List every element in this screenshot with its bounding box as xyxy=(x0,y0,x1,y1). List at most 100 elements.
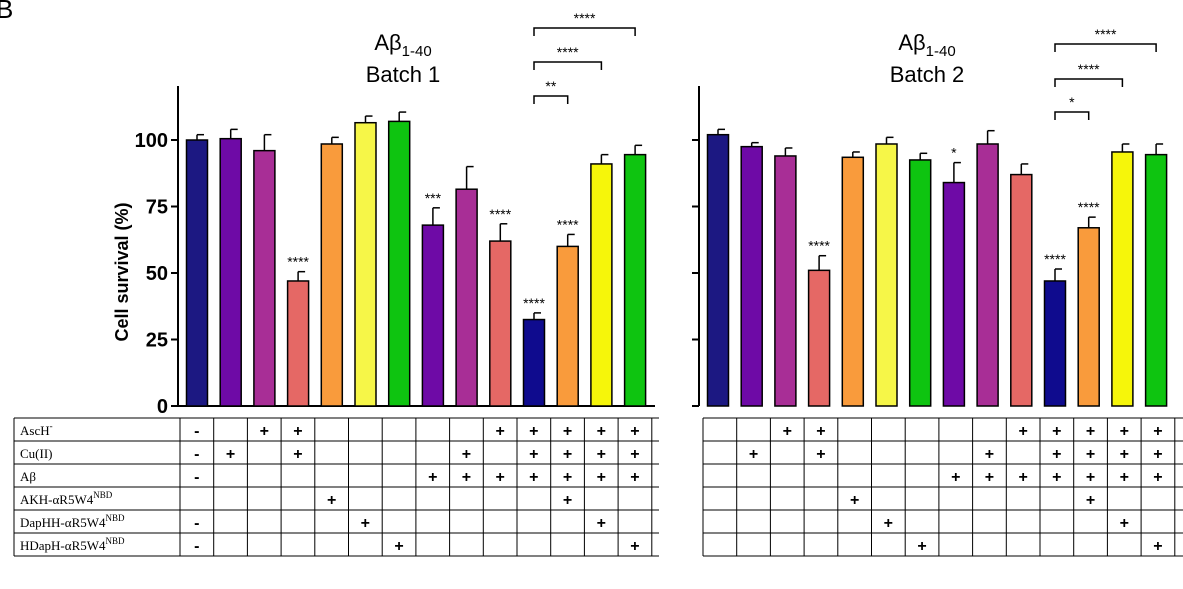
bar xyxy=(942,181,966,407)
bar xyxy=(908,159,932,407)
bar xyxy=(1010,173,1033,407)
table-cell-mark: + xyxy=(917,538,926,555)
table-cell-mark: + xyxy=(597,515,606,532)
bar xyxy=(286,280,310,407)
bar xyxy=(976,143,999,407)
significance-label: **** xyxy=(523,295,545,311)
significance-label: *** xyxy=(425,190,442,206)
comparison-label: **** xyxy=(574,10,596,26)
table-row-label-superscript: NBD xyxy=(106,536,126,546)
table-cell-mark: + xyxy=(1086,469,1095,486)
table-cell-mark: + xyxy=(951,469,960,486)
table-cell-mark: + xyxy=(985,469,994,486)
table-cell-mark: + xyxy=(293,423,302,440)
bar xyxy=(875,143,898,407)
comparison-label: **** xyxy=(1095,26,1117,42)
significance-label: **** xyxy=(808,238,830,254)
table-cell-mark: + xyxy=(361,515,370,532)
comparison-bracket xyxy=(533,27,636,36)
bar xyxy=(1144,153,1168,407)
bar xyxy=(774,155,797,407)
table-row-label-main: AscH xyxy=(20,423,50,438)
table-row-label: DapHH-αR5W4NBD xyxy=(20,513,125,530)
bar xyxy=(185,139,209,407)
table-row-label-main: DapHH-αR5W4 xyxy=(20,515,106,530)
table-cell-mark: + xyxy=(327,492,336,509)
chart-title-subscript: 1-40 xyxy=(402,43,432,60)
table-row-label: AscH- xyxy=(20,421,53,438)
y-axis-label: Cell survival (%) xyxy=(112,202,132,341)
chart-title-main: Aβ xyxy=(898,30,925,55)
table-cell-mark: + xyxy=(462,469,471,486)
y-tick-label: 25 xyxy=(146,330,168,352)
table-cell-mark: + xyxy=(630,538,639,555)
chart-title: Aβ1-40 xyxy=(898,30,955,60)
table-cell-mark: + xyxy=(1086,423,1095,440)
table-cell-mark: + xyxy=(1120,469,1129,486)
table-cell-mark: + xyxy=(1153,538,1162,555)
significance-label: **** xyxy=(557,216,579,232)
table-cell-mark: + xyxy=(1153,469,1162,486)
comparison-bracket xyxy=(1054,43,1157,52)
table-row-label-superscript: NBD xyxy=(93,490,113,500)
bar xyxy=(354,121,377,407)
bar xyxy=(455,188,478,407)
table-cell-mark: + xyxy=(226,446,235,463)
table-cell-mark: - xyxy=(194,423,199,440)
significance-label: **** xyxy=(287,254,309,270)
comparison-bracket xyxy=(1054,111,1090,120)
bar xyxy=(219,137,242,407)
table-cell-mark: + xyxy=(783,423,792,440)
significance-label: **** xyxy=(1078,199,1100,215)
table-cell-mark: + xyxy=(816,423,825,440)
table-row-label-superscript: NBD xyxy=(106,513,126,523)
table-cell-mark: + xyxy=(630,423,639,440)
table-cell-mark: + xyxy=(1018,469,1027,486)
chart-subtitle: Batch 1 xyxy=(366,62,441,87)
y-tick-label: 50 xyxy=(146,263,168,285)
table-cell-mark: + xyxy=(884,515,893,532)
table-cell-mark: + xyxy=(1018,423,1027,440)
bar xyxy=(807,269,831,407)
table-cell-mark: + xyxy=(1086,492,1095,509)
table-cell-mark: + xyxy=(597,469,606,486)
y-tick-label: 0 xyxy=(157,396,168,418)
comparison-bracket xyxy=(1054,78,1124,87)
significance-label: * xyxy=(951,145,957,161)
table-cell-mark: + xyxy=(985,446,994,463)
panel-letter: B xyxy=(0,0,13,24)
table-cell-mark: + xyxy=(495,469,504,486)
bar xyxy=(623,153,647,407)
significance-label: **** xyxy=(1044,251,1066,267)
table-cell-mark: + xyxy=(1052,423,1061,440)
table-cell-mark: + xyxy=(1052,469,1061,486)
bar xyxy=(1077,227,1100,407)
bar xyxy=(706,133,730,407)
bar xyxy=(740,145,763,407)
table-cell-mark: - xyxy=(194,469,199,486)
chart-title-subscript: 1-40 xyxy=(926,43,956,60)
table-row-label-superscript: - xyxy=(50,421,53,431)
table-cell-mark: + xyxy=(428,469,437,486)
bar xyxy=(841,156,865,407)
bar xyxy=(556,245,579,407)
chart-subtitle: Batch 2 xyxy=(890,62,965,87)
table-row-label: Cu(II) xyxy=(20,446,53,461)
comparison-label: ** xyxy=(545,78,556,94)
comparison-label: * xyxy=(1069,94,1075,110)
table-row-label-main: Aβ xyxy=(20,469,36,484)
table-cell-mark: + xyxy=(394,538,403,555)
table-row-label-main: Cu(II) xyxy=(20,446,53,461)
table-cell-mark: + xyxy=(630,446,639,463)
bar xyxy=(1043,280,1067,407)
bar xyxy=(489,240,512,407)
y-tick-label: 100 xyxy=(135,130,168,152)
table-cell-mark: + xyxy=(495,423,504,440)
table-cell-mark: + xyxy=(529,423,538,440)
table-cell-mark: + xyxy=(293,446,302,463)
comparison-label: **** xyxy=(557,44,579,60)
table-cell-mark: + xyxy=(597,423,606,440)
